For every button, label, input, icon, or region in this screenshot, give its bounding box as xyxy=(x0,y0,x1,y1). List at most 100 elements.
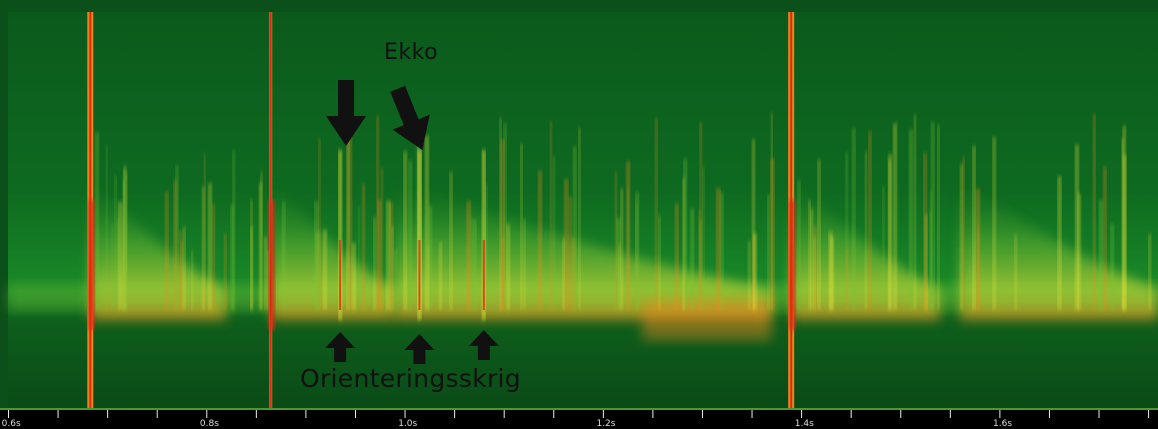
axis-tick xyxy=(652,410,654,418)
energy-streak xyxy=(203,153,206,310)
orientation-arrow-icon xyxy=(325,332,356,362)
energy-streak xyxy=(323,229,327,310)
energy-streak xyxy=(503,123,507,310)
energy-streak xyxy=(923,152,927,310)
axis-tick xyxy=(503,410,505,418)
energy-streak xyxy=(485,184,488,310)
energy-streak xyxy=(845,248,848,310)
x-tick-label: 1.6s xyxy=(993,419,1013,429)
energy-streak xyxy=(202,186,205,310)
energy-streak xyxy=(1123,155,1127,310)
energy-streak xyxy=(123,171,127,310)
energy-streak xyxy=(868,130,872,310)
energy-streak xyxy=(573,146,577,310)
energy-streak xyxy=(829,231,833,310)
axis-tick xyxy=(553,410,555,418)
x-tick-label: 1.0s xyxy=(398,419,418,429)
energy-streak xyxy=(264,236,267,310)
axis-tick xyxy=(949,410,951,418)
energy-streak xyxy=(699,209,702,310)
energy-streak xyxy=(425,135,429,310)
energy-streak xyxy=(992,136,996,310)
energy-streak xyxy=(675,203,679,310)
axis-tick xyxy=(255,410,257,418)
energy-streak xyxy=(771,158,775,310)
energy-streak xyxy=(976,188,980,310)
energy-streak xyxy=(767,194,770,310)
hot-patch xyxy=(642,300,772,340)
energy-streak xyxy=(852,127,856,310)
axis-tick xyxy=(602,410,604,418)
axis-tick xyxy=(999,410,1001,418)
energy-streak xyxy=(1093,114,1096,310)
energy-streak xyxy=(230,204,234,310)
energy-streak xyxy=(499,117,502,310)
energy-streak xyxy=(175,165,179,310)
energy-streak xyxy=(748,241,751,310)
click-hot xyxy=(789,200,796,330)
energy-streak xyxy=(415,126,418,310)
energy-streak xyxy=(439,242,442,310)
energy-streak xyxy=(179,229,182,310)
energy-streak xyxy=(232,150,235,310)
energy-streak xyxy=(346,126,350,310)
energy-streak xyxy=(117,218,119,310)
energy-streak xyxy=(362,183,365,310)
energy-streak xyxy=(813,236,816,310)
orientation-call-streak xyxy=(417,150,421,320)
axis-tick xyxy=(751,410,753,418)
energy-streak xyxy=(614,171,617,310)
energy-streak xyxy=(180,240,183,310)
energy-streak xyxy=(259,182,262,310)
axis-tick xyxy=(1148,410,1150,418)
energy-streak xyxy=(316,231,321,310)
orientation-call-core xyxy=(418,240,421,310)
energy-streak xyxy=(212,204,215,310)
echo-arrow-icon xyxy=(326,80,367,146)
energy-streak xyxy=(358,206,360,310)
energy-streak xyxy=(182,227,186,310)
energy-streak xyxy=(1148,233,1151,310)
orientation-call-core xyxy=(339,240,342,310)
energy-streak xyxy=(467,200,471,310)
energy-streak xyxy=(191,249,193,310)
energy-streak xyxy=(282,201,286,310)
energy-streak xyxy=(408,160,412,310)
energy-streak xyxy=(797,180,801,310)
energy-streak xyxy=(931,121,935,310)
energy-streak xyxy=(506,224,510,310)
axis-tick xyxy=(900,410,902,418)
spectrogram-plot xyxy=(0,0,1158,410)
energy-streak xyxy=(702,167,705,310)
axis-line xyxy=(0,408,1158,410)
orientation-call-streak xyxy=(482,150,486,320)
energy-streak xyxy=(655,117,658,311)
energy-streak xyxy=(1077,193,1081,310)
energy-streak xyxy=(909,129,913,310)
axis-tick xyxy=(156,410,158,418)
axis-tick xyxy=(1048,410,1050,418)
energy-streak xyxy=(683,158,687,310)
energy-streak xyxy=(208,183,212,310)
energy-streak xyxy=(553,156,556,310)
axis-tick xyxy=(701,410,703,418)
energy-streak xyxy=(972,145,976,310)
energy-streak xyxy=(578,127,581,311)
energy-streak xyxy=(1057,176,1062,310)
axis-tick xyxy=(8,410,9,418)
energy-streak xyxy=(373,216,376,310)
floor-band xyxy=(8,284,1158,310)
energy-streak xyxy=(752,139,755,310)
energy-streak xyxy=(473,219,477,310)
click-hot xyxy=(88,200,95,330)
energy-streak xyxy=(114,174,117,310)
echo-label: Ekko xyxy=(384,40,439,65)
orientation-arrow-icon xyxy=(468,330,499,360)
energy-streak xyxy=(1110,223,1114,310)
axis-tick xyxy=(850,410,852,418)
energy-streak xyxy=(376,116,379,310)
energy-streak xyxy=(165,191,169,310)
axis-tick xyxy=(354,410,356,418)
energy-streak xyxy=(118,201,122,310)
orientation-call-core xyxy=(482,240,485,310)
